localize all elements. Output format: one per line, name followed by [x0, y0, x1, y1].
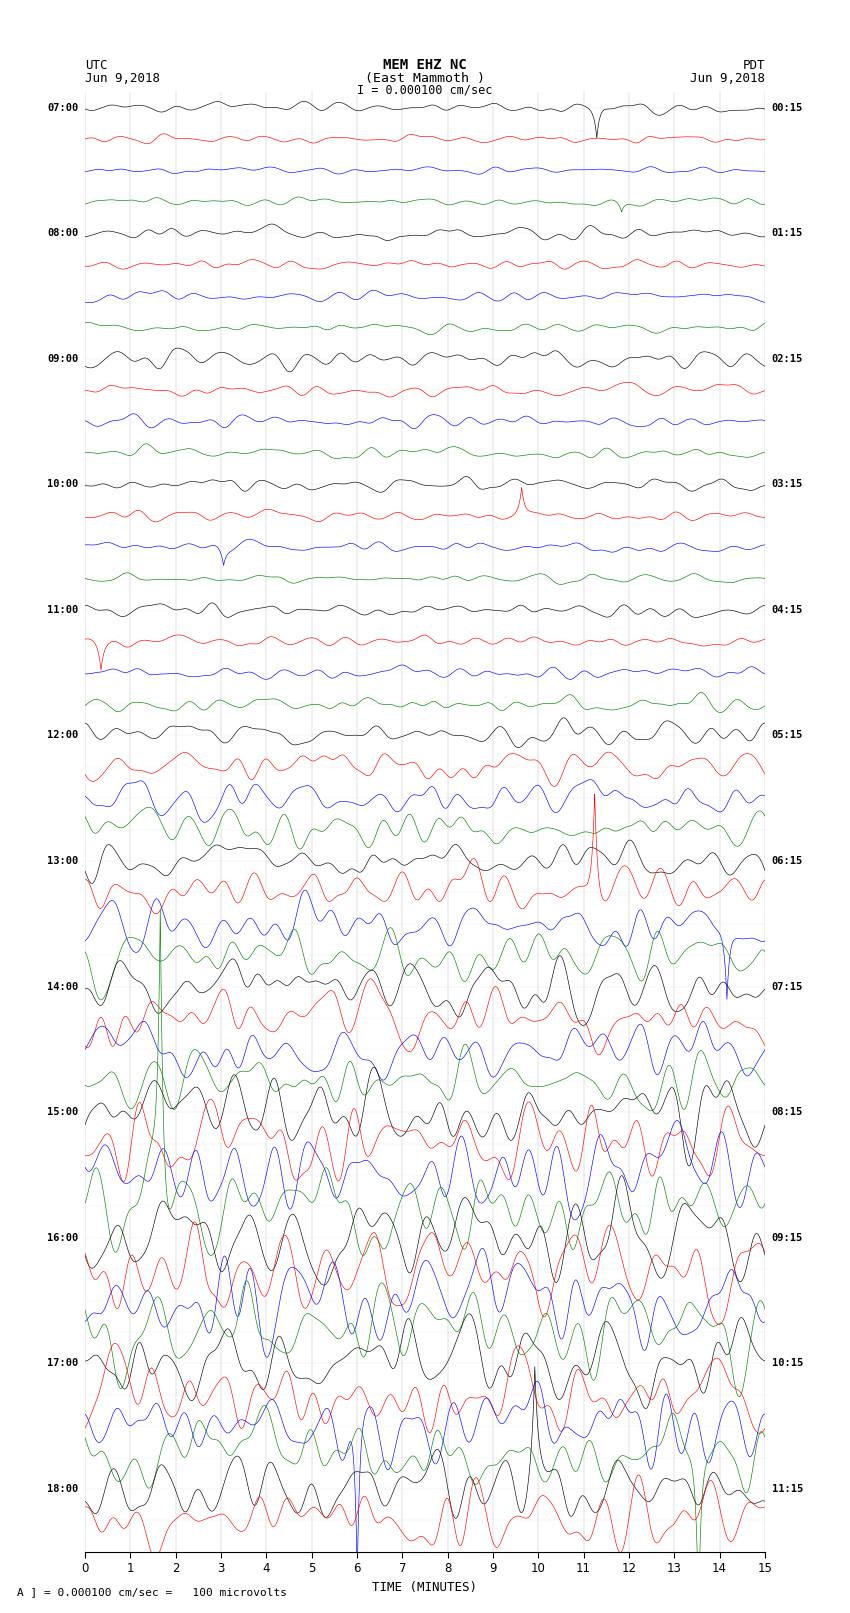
Text: 10:15: 10:15 [772, 1358, 803, 1368]
Text: 00:15: 00:15 [772, 103, 803, 113]
Text: 18:00: 18:00 [47, 1484, 78, 1494]
Text: MEM EHZ NC: MEM EHZ NC [383, 58, 467, 71]
Text: 04:15: 04:15 [772, 605, 803, 615]
Text: 17:00: 17:00 [47, 1358, 78, 1368]
X-axis label: TIME (MINUTES): TIME (MINUTES) [372, 1581, 478, 1594]
Text: UTC: UTC [85, 58, 107, 71]
Text: 11:00: 11:00 [47, 605, 78, 615]
Text: 11:15: 11:15 [772, 1484, 803, 1494]
Text: 01:15: 01:15 [772, 227, 803, 239]
Text: 15:00: 15:00 [47, 1107, 78, 1118]
Text: 05:15: 05:15 [772, 731, 803, 740]
Text: 06:15: 06:15 [772, 857, 803, 866]
Text: 07:15: 07:15 [772, 982, 803, 992]
Text: 09:00: 09:00 [47, 353, 78, 365]
Text: 12:00: 12:00 [47, 731, 78, 740]
Text: 08:15: 08:15 [772, 1107, 803, 1118]
Text: 02:15: 02:15 [772, 353, 803, 365]
Text: (East Mammoth ): (East Mammoth ) [365, 71, 485, 84]
Text: A ] = 0.000100 cm/sec =   100 microvolts: A ] = 0.000100 cm/sec = 100 microvolts [17, 1587, 287, 1597]
Text: Jun 9,2018: Jun 9,2018 [85, 71, 160, 84]
Text: 08:00: 08:00 [47, 227, 78, 239]
Text: PDT: PDT [743, 58, 765, 71]
Text: 10:00: 10:00 [47, 479, 78, 489]
Text: I = 0.000100 cm/sec: I = 0.000100 cm/sec [357, 84, 493, 97]
Text: 09:15: 09:15 [772, 1232, 803, 1242]
Text: Jun 9,2018: Jun 9,2018 [690, 71, 765, 84]
Text: 13:00: 13:00 [47, 857, 78, 866]
Text: 03:15: 03:15 [772, 479, 803, 489]
Text: 14:00: 14:00 [47, 982, 78, 992]
Text: 16:00: 16:00 [47, 1232, 78, 1242]
Text: 07:00: 07:00 [47, 103, 78, 113]
